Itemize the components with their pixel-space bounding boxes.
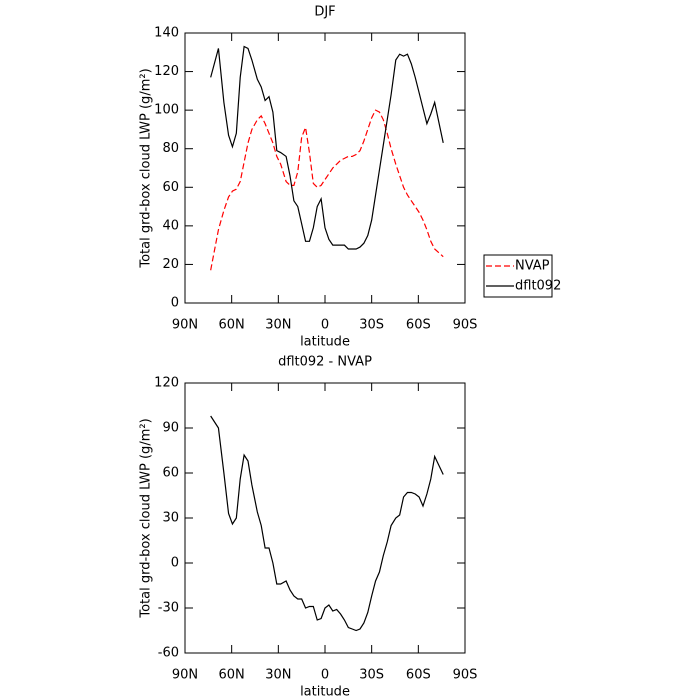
y-tick-label: 120 xyxy=(154,376,179,391)
x-tick-label: 0 xyxy=(321,668,329,683)
y-tick-label: 20 xyxy=(162,257,179,272)
data-line xyxy=(210,415,444,632)
legend-box xyxy=(483,254,553,298)
legend-label: NVAP xyxy=(515,259,550,274)
x-tick-label: 60N xyxy=(219,318,245,333)
x-tick-label: 30S xyxy=(359,318,384,333)
y-tick-label: 0 xyxy=(171,556,179,571)
x-tick-label: 60N xyxy=(219,668,245,683)
chart-title: dflt092 - NVAP xyxy=(278,355,372,370)
y-tick-label: 140 xyxy=(154,26,179,41)
data-line xyxy=(210,109,444,271)
data-line xyxy=(210,45,444,250)
x-tick-label: 0 xyxy=(321,318,329,333)
panel: dflt092 - NVAP latitude Total grd-box clou… xyxy=(139,355,478,700)
y-tick-label: 120 xyxy=(154,64,179,79)
y-tick-label: 0 xyxy=(171,296,179,311)
y-tick-label: 30 xyxy=(162,511,179,526)
y-axis-label: Total grd-box cloud LWP (g/m²) xyxy=(139,418,154,618)
y-tick-label: 60 xyxy=(162,180,179,195)
y-tick-label: 80 xyxy=(162,141,179,156)
y-tick-label: -30 xyxy=(158,601,179,616)
y-tick-label: -60 xyxy=(158,646,179,661)
y-tick-label: 40 xyxy=(162,218,179,233)
x-tick-label: 90S xyxy=(453,668,478,683)
x-tick-label: 60S xyxy=(406,318,431,333)
x-tick-label: 60S xyxy=(406,668,431,683)
x-tick-label: 30N xyxy=(265,668,291,683)
legend-label: dflt092 xyxy=(515,279,561,294)
y-axis-label: Total grd-box cloud LWP (g/m²) xyxy=(139,68,154,268)
y-tick-label: 100 xyxy=(154,103,179,118)
plot-frame xyxy=(184,382,466,654)
x-axis-label: latitude xyxy=(300,685,350,700)
x-tick-label: 30S xyxy=(359,668,384,683)
plot-frame xyxy=(184,32,466,304)
x-tick-label: 90S xyxy=(453,318,478,333)
y-tick-label: 60 xyxy=(162,466,179,481)
x-tick-label: 90N xyxy=(172,318,198,333)
chart-title: DJF xyxy=(314,5,335,20)
x-tick-label: 90N xyxy=(172,668,198,683)
x-tick-label: 30N xyxy=(265,318,291,333)
panel: DJF latitude Total grd-box cloud LWP (g/m²… xyxy=(139,5,562,350)
y-tick-label: 90 xyxy=(162,421,179,436)
x-axis-label: latitude xyxy=(300,335,350,350)
